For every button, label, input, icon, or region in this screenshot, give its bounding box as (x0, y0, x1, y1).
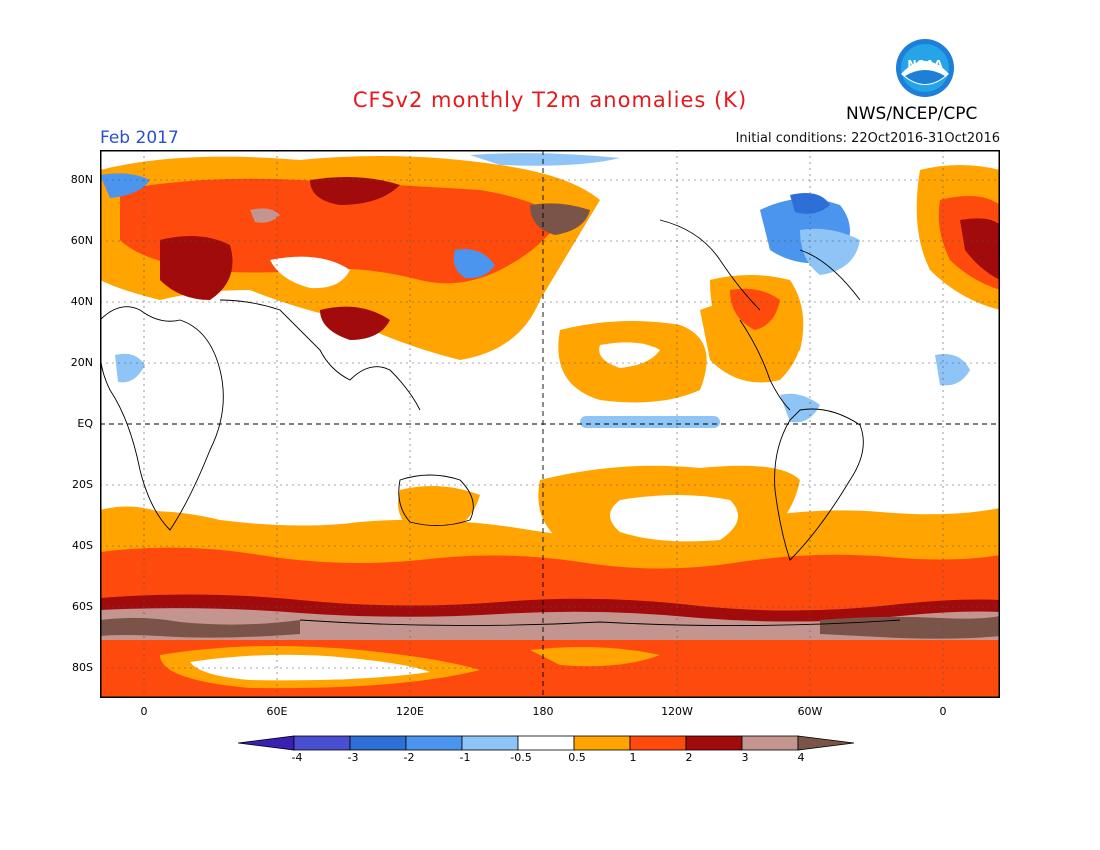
lat-label-60n: 60N (70, 234, 93, 247)
lat-label-80n: 80N (70, 173, 93, 186)
lon-label-0-east: 0 (939, 705, 947, 718)
map-frame (100, 150, 1000, 698)
map-title: CFSv2 monthly T2m anomalies (K) (352, 88, 748, 112)
colorbar-segment (293, 735, 351, 751)
colorbar-segment (629, 735, 687, 751)
logo-text: NOAA (907, 58, 943, 71)
colorbar-segment (517, 735, 575, 751)
southern-hemisphere-anomalies (100, 508, 1000, 698)
lat-label-40s: 40S (72, 539, 93, 552)
lon-label-60w: 60W (797, 705, 823, 718)
colorbar-label-p3: 3 (741, 751, 749, 764)
south-pacific-anomalies (100, 465, 800, 557)
colorbar-segment (405, 735, 463, 751)
map-gridlines (100, 150, 1000, 698)
colorbar-arrow-high (797, 735, 855, 751)
colorbar-label-p1: 1 (629, 751, 637, 764)
colorbar-label-m05: -0.5 (510, 751, 532, 764)
colorbar-arrow-low (238, 735, 295, 751)
lat-label-60s: 60S (72, 600, 93, 613)
colorbar-segment (685, 735, 743, 751)
initial-conditions: Initial conditions: 22Oct2016-31Oct2016 (735, 131, 1000, 146)
anomaly-map (100, 150, 1000, 698)
noaa-logo: NOAA (896, 39, 954, 97)
colorbar-segment (349, 735, 407, 751)
lon-label-60e: 60E (266, 705, 288, 718)
colorbar-label-m1: -1 (459, 751, 471, 764)
colorbar-label-m4: -4 (291, 751, 303, 764)
colorbar-label-p05: 0.5 (568, 751, 586, 764)
agency-label: NWS/NCEP/CPC (846, 104, 978, 124)
coastlines (100, 219, 901, 627)
colorbar-label-p4: 4 (797, 751, 805, 764)
colorbar (238, 735, 855, 751)
lat-label-20n: 20N (70, 356, 93, 369)
lat-label-40n: 40N (70, 295, 93, 308)
lon-label-180: 180 (532, 705, 554, 718)
forecast-month: Feb 2017 (100, 128, 179, 148)
colorbar-segment (461, 735, 519, 751)
reference-lines (100, 150, 1000, 698)
colorbar-label-m3: -3 (347, 751, 359, 764)
north-atlantic-anomalies (710, 165, 1000, 366)
colorbar-label-m2: -2 (403, 751, 415, 764)
colorbar-segment (741, 735, 799, 751)
eurasia-anomalies (100, 156, 600, 360)
colorbar-segment (573, 735, 631, 751)
lat-label-eq: EQ (77, 417, 93, 430)
lon-label-120w: 120W (661, 705, 693, 718)
lon-label-0: 0 (140, 705, 148, 718)
lat-label-20s: 20S (72, 478, 93, 491)
colorbar-label-p2: 2 (685, 751, 693, 764)
lon-label-120e: 120E (396, 705, 424, 718)
lat-label-80s: 80S (72, 661, 93, 674)
